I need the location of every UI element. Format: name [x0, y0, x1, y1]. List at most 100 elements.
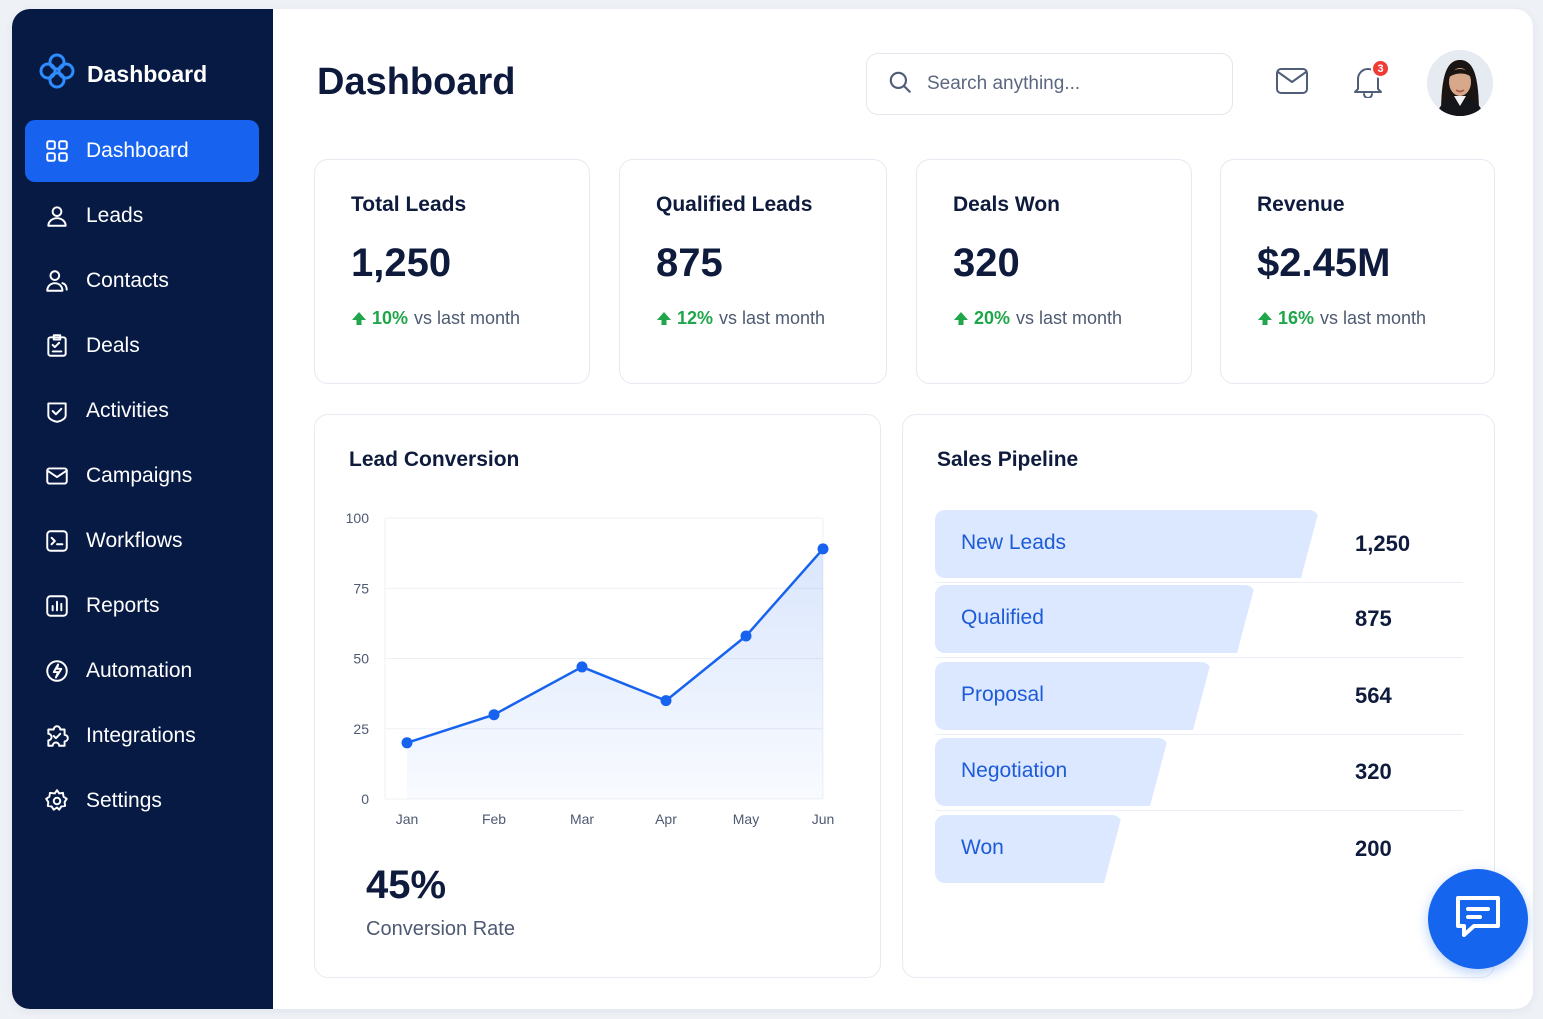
sidebar-item-contacts[interactable]: Contacts [25, 250, 259, 312]
chart-data-point[interactable] [576, 661, 588, 673]
x-tick-label: Jan [396, 811, 419, 827]
sidebar-item-label: Reports [86, 594, 160, 617]
arrow-up-icon [352, 312, 366, 325]
pipeline-stage-label: Qualified [961, 606, 1044, 629]
stat-value: $2.45M [1257, 241, 1391, 285]
pipeline-divider [935, 657, 1463, 658]
search-bar[interactable] [866, 53, 1233, 115]
y-tick-label: 25 [353, 721, 369, 737]
stat-card-total-leads[interactable]: Total Leads 1,250 10% vs last month [314, 159, 590, 384]
pipeline-stage-value: 875 [1355, 606, 1392, 631]
lead-conversion-panel: Lead Conversion 0 25 50 75 100 Jan Feb Mar Apr M… [314, 414, 881, 978]
bolt-icon [42, 656, 72, 686]
stat-value: 320 [953, 241, 1020, 285]
sidebar-item-label: Activities [86, 399, 169, 422]
user-icon [42, 201, 72, 231]
pipeline-divider [935, 734, 1463, 735]
chart-series-line [406, 548, 824, 744]
y-tick-label: 50 [353, 651, 369, 667]
x-tick-label: Mar [570, 811, 594, 827]
pipeline-stage-bar [935, 738, 1168, 806]
check-shield-icon [42, 396, 72, 426]
chart-area-fill [407, 548, 823, 799]
brand[interactable]: Dashboard [37, 51, 207, 97]
search-input[interactable] [927, 73, 1207, 95]
sidebar-item-reports[interactable]: Reports [25, 575, 259, 637]
stat-change-percent: 10% [372, 308, 409, 328]
y-tick-label: 75 [353, 580, 369, 596]
stat-change-percent: 20% [974, 308, 1011, 328]
sidebar-item-deals[interactable]: Deals [25, 315, 259, 377]
grid-icon [42, 136, 72, 166]
clipboard-icon [42, 331, 72, 361]
lead-conversion-chart: 0 25 50 75 100 Jan Feb Mar Apr May Jun [346, 510, 835, 827]
pipeline-stage-label: Won [961, 836, 1004, 859]
chart-data-point[interactable] [488, 709, 500, 721]
stat-card-revenue[interactable]: Revenue $2.45M 16% vs last month [1220, 159, 1495, 384]
pipeline-stage-row[interactable]: Qualified 875 [935, 585, 1463, 655]
workflow-icon [42, 526, 72, 556]
x-tick-label: Feb [482, 811, 506, 827]
chart-data-point[interactable] [817, 543, 829, 555]
mail-button[interactable] [1270, 61, 1314, 105]
pipeline-stage-row[interactable]: Proposal 564 [935, 662, 1463, 732]
chart-data-point[interactable] [660, 695, 672, 707]
pipeline-stage-value: 320 [1355, 759, 1392, 784]
sidebar-item-label: Integrations [86, 724, 196, 747]
stat-change-suffix: vs last month [1016, 308, 1123, 328]
y-tick-label: 100 [346, 510, 370, 526]
pipeline-stage-row[interactable]: New Leads 1,250 [935, 510, 1463, 580]
chat-button[interactable] [1428, 869, 1528, 969]
user-avatar-icon [1427, 50, 1493, 116]
pipeline-stage-value: 1,250 [1355, 531, 1411, 556]
arrow-up-icon [1258, 312, 1272, 325]
notification-badge: 3 [1371, 59, 1390, 78]
stat-change: 12% vs last month [656, 308, 886, 329]
stat-card-deals-won[interactable]: Deals Won 320 20% vs last month [916, 159, 1192, 384]
pipeline-stage-label: Proposal [961, 683, 1044, 706]
sidebar-item-activities[interactable]: Activities [25, 380, 259, 442]
pipeline-stage-bar [935, 815, 1122, 883]
chart-data-point[interactable] [740, 630, 752, 642]
sidebar-item-leads[interactable]: Leads [25, 185, 259, 247]
pipeline-stage-row[interactable]: Won 200 [935, 815, 1463, 885]
conversion-rate-label: Conversion Rate [366, 918, 515, 940]
mail-icon [42, 461, 72, 491]
stat-title: Deals Won [953, 193, 1060, 216]
stat-title: Total Leads [351, 193, 467, 216]
stat-change-suffix: vs last month [719, 308, 826, 328]
stat-change: 20% vs last month [953, 308, 1191, 329]
x-tick-label: Jun [812, 811, 835, 827]
notifications-button[interactable]: 3 [1346, 59, 1390, 105]
arrow-up-icon [954, 312, 968, 325]
stat-title: Qualified Leads [656, 193, 813, 216]
x-tick-label: May [733, 811, 759, 827]
pipeline-stage-bar [935, 585, 1255, 653]
stat-card-qualified-leads[interactable]: Qualified Leads 875 12% vs last month [619, 159, 887, 384]
sidebar-item-campaigns[interactable]: Campaigns [25, 445, 259, 507]
page-title: Dashboard [317, 61, 516, 103]
bar-chart-icon [42, 591, 72, 621]
sidebar-item-integrations[interactable]: Integrations [25, 705, 259, 767]
sidebar-item-dashboard[interactable]: Dashboard [25, 120, 259, 182]
sidebar-nav: Dashboard Leads Contacts Deals Activitie… [25, 120, 259, 835]
pipeline-stage-label: New Leads [961, 531, 1067, 554]
sidebar-item-settings[interactable]: Settings [25, 770, 259, 832]
sidebar-item-label: Leads [86, 204, 144, 227]
sidebar-item-label: Settings [86, 789, 162, 812]
sidebar-item-workflows[interactable]: Workflows [25, 510, 259, 572]
chart-data-point[interactable] [401, 737, 413, 749]
sidebar-item-automation[interactable]: Automation [25, 640, 259, 702]
pipeline-stage-value: 564 [1355, 683, 1392, 708]
gear-icon [42, 786, 72, 816]
sidebar-item-label: Campaigns [86, 464, 193, 487]
pipeline-stage-row[interactable]: Negotiation 320 [935, 738, 1463, 808]
sidebar-item-label: Automation [86, 659, 193, 682]
y-tick-label: 0 [361, 791, 369, 807]
puzzle-icon [42, 721, 72, 751]
sidebar-item-label: Contacts [86, 269, 169, 292]
pipeline-stage-label: Negotiation [961, 759, 1068, 782]
stat-change: 10% vs last month [351, 308, 589, 329]
avatar[interactable] [1427, 50, 1493, 116]
mail-icon [1275, 66, 1309, 101]
